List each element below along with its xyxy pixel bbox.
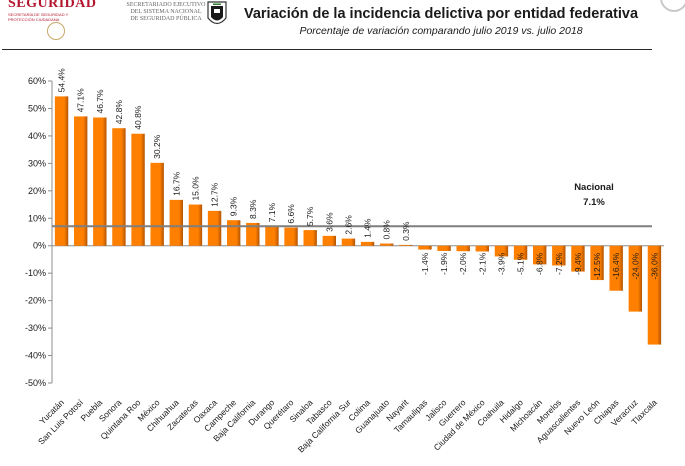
value-label: 9.3% [229, 196, 239, 216]
value-label: 5.7% [305, 206, 315, 226]
value-label: -5.1% [516, 252, 526, 275]
y-tick-label: -40% [25, 351, 46, 361]
bar [399, 244, 413, 246]
bar [418, 245, 432, 250]
bar [513, 245, 528, 260]
bar [226, 220, 241, 246]
agency-line-2: DEL SISTEMA NACIONAL [130, 9, 202, 15]
chart-title: Variación de la incidencia delictiva por… [243, 6, 639, 22]
y-tick-label: -50% [25, 378, 46, 388]
bar [73, 116, 88, 246]
bar [112, 128, 126, 246]
bar [571, 245, 585, 272]
value-label: 16.7% [171, 171, 181, 196]
reference-layer: Nacional 7.1% [52, 182, 652, 228]
bar [532, 245, 547, 265]
value-label: 54.4% [57, 68, 67, 93]
bar [609, 245, 623, 291]
y-tick-label: 30% [28, 158, 46, 168]
value-label: -6.8% [535, 252, 545, 275]
agency-line-3: DE SEGURIDAD PÚBLICA [130, 16, 202, 22]
y-tick-label: 40% [28, 131, 46, 141]
value-label: -2.0% [458, 252, 468, 275]
nacional-label: Nacional [574, 182, 614, 193]
coat-of-arms-icon [47, 22, 65, 40]
bar [552, 245, 566, 266]
agency-name: SECRETARIADO EJECUTIVO DEL SISTEMA NACIO… [116, 2, 216, 23]
bar [628, 245, 643, 312]
bar [54, 96, 69, 246]
value-label: -1.9% [439, 252, 449, 275]
value-label: -24.0% [630, 252, 640, 279]
value-label: 1.4% [363, 218, 373, 238]
value-label: 2.6% [343, 215, 353, 235]
value-label: 6.6% [286, 204, 296, 224]
value-label: -12.5% [592, 252, 602, 279]
y-tick-label: -20% [25, 296, 46, 306]
y-tick-label: -30% [25, 323, 46, 333]
y-tick-label: 20% [28, 186, 46, 196]
value-label: -3.9% [496, 252, 506, 275]
value-label: 40.8% [133, 105, 143, 130]
y-tick-label: -10% [25, 268, 46, 278]
value-label: 15.0% [190, 176, 200, 201]
bar [246, 222, 260, 246]
chart-subtitle: Porcentaje de variación comparando julio… [299, 25, 583, 37]
value-label: 3.6% [324, 212, 334, 232]
bar [341, 238, 356, 246]
value-label: 0.3% [401, 221, 411, 241]
seguridad-logo-text: SEGURIDAD [8, 0, 97, 11]
bar [456, 245, 470, 252]
value-label: -36.0% [649, 252, 659, 279]
bar [131, 133, 145, 246]
value-label: 30.2% [152, 134, 162, 159]
value-label: -9.4% [573, 252, 583, 275]
seguridad-logo-subtext: SECRETARÍA DE SEGURIDAD Y PROTECCIÓN CIU… [8, 12, 69, 22]
bar [322, 235, 337, 246]
bar [360, 241, 375, 246]
bar [379, 243, 394, 246]
value-label: -1.4% [420, 252, 430, 275]
value-label: 8.3% [248, 199, 258, 219]
agency-line-1: SECRETARIADO EJECUTIVO [126, 2, 206, 8]
bar [150, 162, 164, 246]
y-tick-label: 60% [28, 76, 46, 86]
value-label: 12.7% [210, 182, 220, 207]
sesnsp-emblem-icon [207, 1, 227, 25]
value-label: 47.1% [76, 88, 86, 113]
bar [647, 245, 662, 345]
bar [303, 230, 317, 246]
header: SEGURIDAD SECRETARÍA DE SEGURIDAD Y PROT… [0, 0, 685, 50]
bar [169, 199, 184, 246]
bars-layer [54, 96, 662, 345]
bar [93, 117, 107, 246]
y-tick-label: 50% [28, 103, 46, 113]
value-label: -7.2% [554, 252, 564, 275]
nacional-value-label: 7.1% [583, 197, 605, 208]
value-label: 46.7% [95, 89, 105, 114]
header-divider [2, 49, 652, 50]
bar [207, 210, 222, 246]
bar [437, 245, 451, 251]
value-label: 7.1% [267, 202, 277, 222]
bar [590, 245, 604, 281]
bar [284, 227, 298, 246]
bar [265, 226, 279, 246]
bar [188, 204, 203, 246]
value-label: -2.1% [477, 252, 487, 275]
y-tick-label: 10% [28, 213, 46, 223]
bar [475, 245, 490, 252]
value-label: 42.8% [114, 100, 124, 125]
bar [494, 245, 509, 257]
value-label: 0.8% [382, 220, 392, 240]
value-label: -16.4% [611, 252, 621, 279]
y-tick-label: 0% [33, 241, 46, 251]
